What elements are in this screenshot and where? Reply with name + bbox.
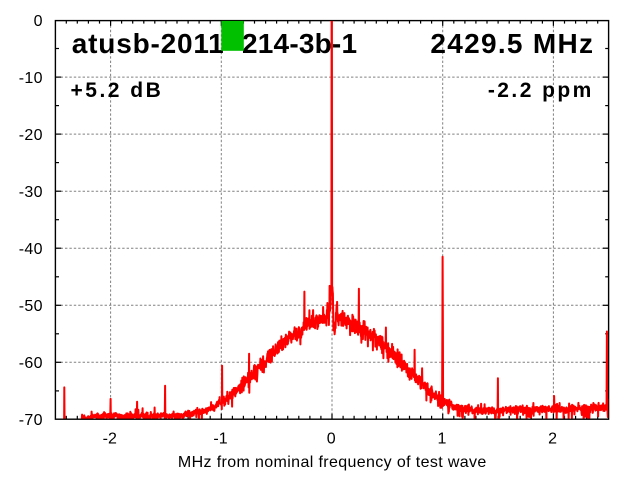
- svg-text:-2.2 ppm: -2.2 ppm: [488, 79, 594, 102]
- svg-text:-20: -20: [19, 127, 43, 144]
- svg-text:-1: -1: [213, 431, 227, 448]
- svg-text:-70: -70: [19, 412, 43, 429]
- svg-text:2429.5 MHz: 2429.5 MHz: [430, 28, 594, 59]
- svg-text:-40: -40: [19, 241, 43, 258]
- svg-text:1: 1: [437, 431, 446, 448]
- svg-text:-60: -60: [19, 355, 43, 372]
- svg-text:214-3b-1: 214-3b-1: [242, 28, 357, 59]
- svg-text:atusb-2011: atusb-2011: [72, 28, 225, 59]
- svg-text:-2: -2: [103, 431, 117, 448]
- svg-text:+5.2 dB: +5.2 dB: [71, 79, 164, 102]
- svg-text:0: 0: [327, 431, 336, 448]
- svg-text:MHz from nominal frequency of: MHz from nominal frequency of test wave: [178, 454, 487, 471]
- svg-text:-30: -30: [19, 184, 43, 201]
- svg-text:0: 0: [34, 13, 43, 30]
- svg-text:-50: -50: [19, 298, 43, 315]
- svg-text:-10: -10: [19, 70, 43, 87]
- svg-text:2: 2: [548, 431, 557, 448]
